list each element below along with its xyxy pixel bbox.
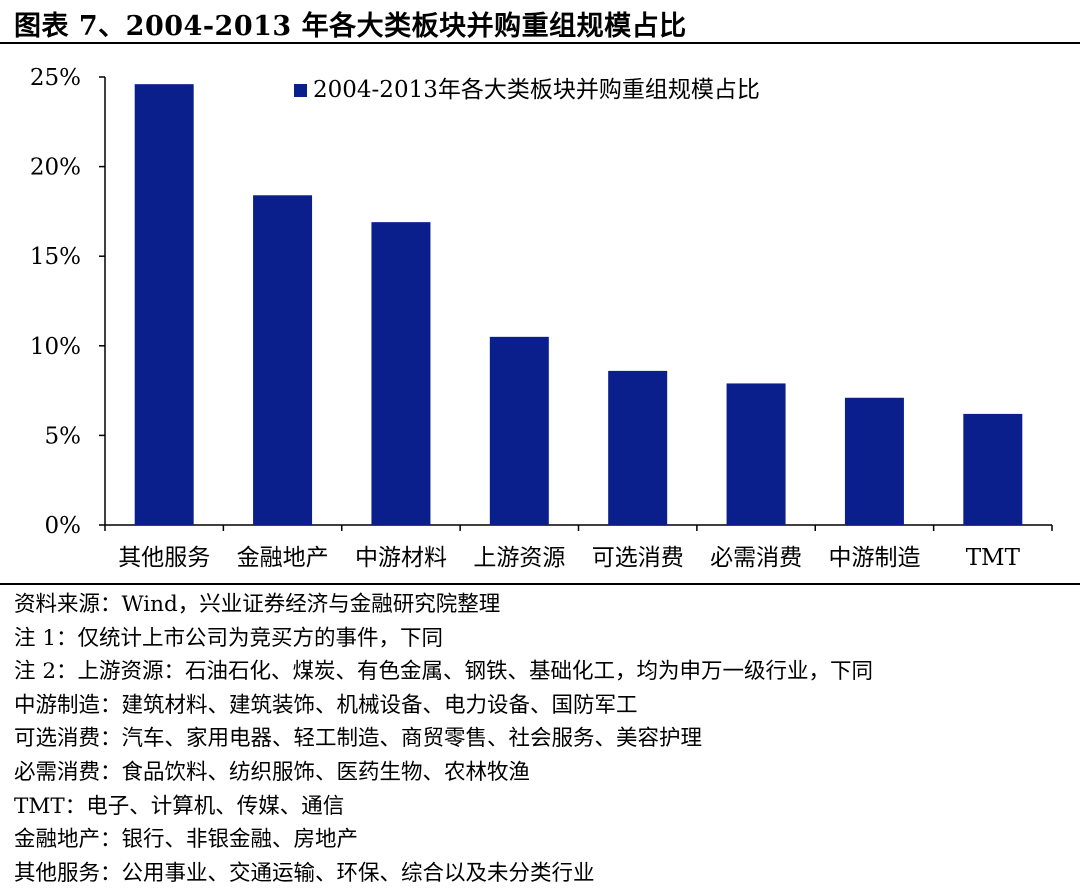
title-rule <box>0 42 1080 44</box>
note-tmt: TMT：电子、计算机、传媒、通信 <box>14 793 345 819</box>
x-tick-label: 其他服务 <box>118 545 210 571</box>
bar-7 <box>844 397 904 525</box>
figure-title: 图表 7、2004-2013 年各大类板块并购重组规模占比 <box>14 11 687 42</box>
note-staple-consumer: 必需消费：食品饮料、纺织服饰、医药生物、农林牧渔 <box>14 759 531 785</box>
x-tick-label: 上游资源 <box>473 545 565 571</box>
legend-label: 2004-2013年各大类板块并购重组规模占比 <box>313 77 760 103</box>
note-1: 注 1：仅统计上市公司为竞买方的事件，下同 <box>14 625 444 651</box>
bar-3 <box>371 222 431 526</box>
bar-8 <box>963 413 1023 525</box>
x-tick-label: 金融地产 <box>237 545 329 571</box>
y-tick-label: 5% <box>45 423 82 449</box>
y-tick-label: 0% <box>45 513 82 539</box>
x-tick-label: 可选消费 <box>592 545 684 571</box>
legend-swatch <box>294 84 307 97</box>
bar-6 <box>726 383 786 525</box>
x-tick-label: 中游材料 <box>355 545 447 571</box>
note-discretionary-consumer: 可选消费：汽车、家用电器、轻工制造、商贸零售、社会服务、美容护理 <box>14 726 703 752</box>
bar-chart: 0% 5% 10% 15% 20% 25% 其他服务 金融地产 中游材料 上游资源 可选消费 必需消费… <box>30 65 1053 571</box>
y-tick-label: 25% <box>30 65 81 91</box>
note-other-services: 其他服务：公用事业、交通运输、环保、综合以及未分类行业 <box>14 860 595 886</box>
y-tick-label: 15% <box>30 244 81 270</box>
bar-1 <box>134 84 194 525</box>
bar-5 <box>608 370 668 525</box>
source-note: 资料来源：Wind，兴业证券经济与金融研究院整理 <box>14 592 501 617</box>
y-tick-label: 10% <box>30 334 81 360</box>
x-tick-label: 必需消费 <box>710 545 802 571</box>
note-midstream-manufacturing: 中游制造：建筑材料、建筑装饰、机械设备、电力设备、国防军工 <box>14 692 638 718</box>
bar-2 <box>253 195 313 525</box>
y-tick-label: 20% <box>30 155 81 181</box>
notes-rule <box>0 583 1080 585</box>
x-tick-label: 中游制造 <box>828 545 920 571</box>
note-finance-realestate: 金融地产：银行、非银金融、房地产 <box>14 827 359 853</box>
bar-4 <box>489 336 549 525</box>
notes-block: 资料来源：Wind，兴业证券经济与金融研究院整理 注 1：仅统计上市公司为竞买方… <box>14 588 1074 890</box>
note-2: 注 2：上游资源：石油石化、煤炭、有色金属、钢铁、基础化工，均为申万一级行业，下… <box>14 659 874 685</box>
x-tick-label: TMT <box>966 545 1021 571</box>
